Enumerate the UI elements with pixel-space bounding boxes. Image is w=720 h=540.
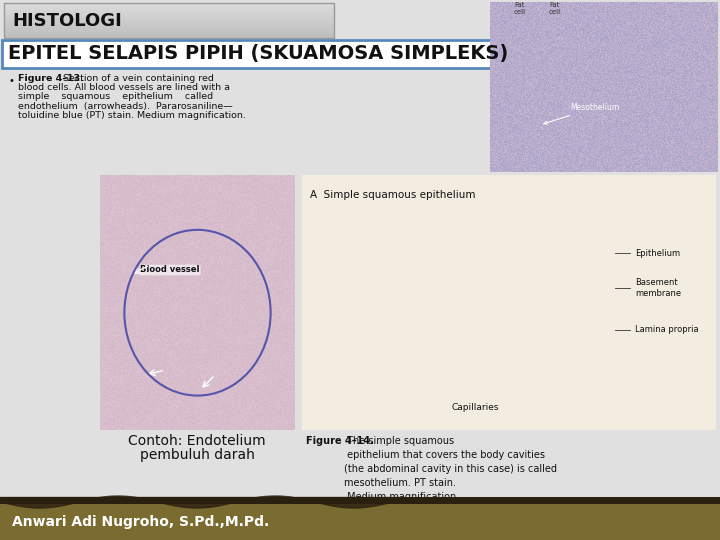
Bar [4, 31, 334, 32]
Bar [4, 8, 334, 9]
Bar [4, 9, 334, 10]
Text: EPITEL SELAPIS PIPIH (SKUAMOSA SIMPLEKS): EPITEL SELAPIS PIPIH (SKUAMOSA SIMPLEKS) [8, 44, 508, 64]
Text: Blood vessel: Blood vessel [140, 266, 199, 274]
Text: The simple squamous
 epithelium that covers the body cavities
(the abdominal cav: The simple squamous epithelium that cove… [344, 436, 557, 502]
Bar [4, 30, 334, 31]
Bar [4, 32, 334, 33]
Bar [4, 12, 334, 13]
Bar [4, 3, 334, 4]
Text: •: • [8, 76, 14, 86]
Text: blood cells. All blood vessels are lined with a: blood cells. All blood vessels are lined… [18, 83, 230, 92]
Bar [4, 37, 334, 38]
Text: HISTOLOGI: HISTOLOGI [12, 11, 122, 30]
Text: Anwari Adi Nugroho, S.Pd.,M.Pd.: Anwari Adi Nugroho, S.Pd.,M.Pd. [12, 515, 269, 529]
Bar [4, 5, 334, 6]
Text: pembuluh darah: pembuluh darah [140, 448, 254, 462]
Bar [2, 40, 492, 68]
Bar [4, 15, 334, 16]
Bar [4, 19, 334, 20]
Bar [4, 36, 334, 37]
Bar [4, 7, 334, 8]
Bar [4, 4, 334, 5]
Bar [4, 6, 334, 7]
Text: Lamina propria: Lamina propria [635, 326, 698, 334]
Bar [4, 20, 334, 21]
Text: A  Simple squamous epithelium: A Simple squamous epithelium [310, 190, 475, 200]
Bar [4, 13, 334, 14]
Bar [4, 10, 334, 11]
Bar [0, 504, 720, 540]
Bar [4, 22, 334, 23]
Bar [4, 17, 334, 18]
Bar [4, 33, 334, 34]
Bar [0, 497, 720, 506]
Text: Epithelium: Epithelium [635, 248, 680, 258]
Bar [4, 28, 334, 29]
Text: Figure 4–14.: Figure 4–14. [306, 436, 374, 446]
Text: Basement
membrane: Basement membrane [635, 278, 681, 298]
Bar [4, 16, 334, 17]
Text: Mesothelium: Mesothelium [544, 103, 619, 124]
Text: Fat
cell: Fat cell [514, 2, 526, 15]
Bar [4, 35, 334, 36]
Text: Contoh: Endotelium: Contoh: Endotelium [128, 434, 266, 448]
Bar [4, 25, 334, 26]
Bar [4, 21, 334, 22]
Bar [4, 23, 334, 24]
Text: Figure 4–13.: Figure 4–13. [18, 74, 84, 83]
Bar [4, 27, 334, 28]
Text: Capillaries: Capillaries [451, 403, 499, 413]
Bar [4, 29, 334, 30]
Bar [4, 34, 334, 35]
Bar [4, 14, 334, 15]
Text: Section of a vein containing red: Section of a vein containing red [60, 74, 214, 83]
Bar [4, 18, 334, 19]
Bar [4, 11, 334, 12]
Text: endothelium  (arrowheads).  Pararosaniline—: endothelium (arrowheads). Pararosaniline… [18, 102, 233, 111]
Text: toluidine blue (PT) stain. Medium magnification.: toluidine blue (PT) stain. Medium magnif… [18, 111, 246, 120]
Bar [4, 24, 334, 25]
Bar [4, 26, 334, 27]
Bar [4, 3, 334, 38]
Text: Fat
cell: Fat cell [549, 2, 561, 15]
Text: simple    squamous    epithelium    called: simple squamous epithelium called [18, 92, 213, 102]
